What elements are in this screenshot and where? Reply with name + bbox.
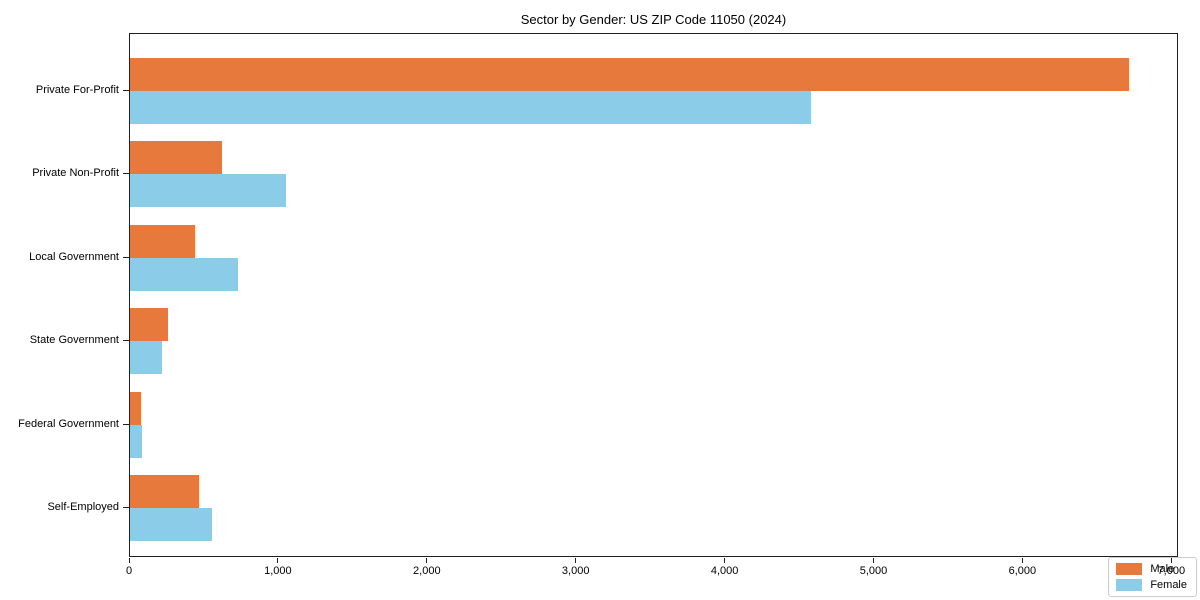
y-tick-label-federal-government: Federal Government [18,417,119,430]
y-tick-label-state-government: State Government [29,334,119,347]
x-tick-label-3: 3,000 [561,565,590,577]
x-tick-mark-4 [724,558,726,563]
chart-title: Sector by Gender: US ZIP Code 11050 (202… [520,12,787,27]
x-tick-mark-0 [128,558,130,563]
x-tick-mark-2 [426,558,428,563]
x-tick-label-2: 2,000 [413,565,441,577]
legend-label-male: Male [1150,563,1175,575]
legend-swatch-male [1116,563,1143,575]
y-tick-mark-federal-government [123,423,129,425]
bar-male-private-for-profit [130,58,1130,91]
x-tick-label-4: 4,000 [710,565,739,577]
x-tick-label-0: 0 [125,565,133,577]
x-tick-label-7: 7,000 [1157,565,1186,577]
bar-female-local-government [130,257,238,291]
y-tick-label-private-non-profit: Private Non-Profit [32,167,119,180]
bar-female-private-for-profit [130,91,811,124]
x-tick-label-6: 6,000 [1008,565,1037,577]
y-tick-mark-state-government [123,340,129,342]
legend-row-male: Male [1116,563,1187,575]
x-tick-label-1: 1,000 [264,565,292,577]
bar-female-private-non-profit [130,174,286,208]
legend-row-female: Female [1116,579,1187,591]
x-tick-mark-5 [873,558,874,563]
bar-male-private-non-profit [130,141,222,175]
y-tick-label-local-government: Local Government [29,250,119,263]
x-tick-mark-3 [575,558,577,563]
bar-female-self-employed [130,508,212,541]
y-tick-mark-self-employed [123,507,129,508]
x-tick-label-5: 5,000 [859,565,888,577]
x-tick-mark-6 [1021,558,1023,563]
x-tick-mark-1 [277,558,279,563]
y-tick-label-private-for-profit: Private For-Profit [35,84,119,96]
bar-male-local-government [130,224,195,258]
y-tick-mark-private-for-profit [123,90,129,91]
y-tick-mark-private-non-profit [123,173,129,175]
plot-area [129,33,1178,557]
bar-female-state-government [130,341,162,375]
y-tick-label-self-employed: Self-Employed [47,501,119,513]
x-tick-mark-7 [1170,558,1172,563]
legend: Male Female [1108,557,1197,597]
legend-swatch-female [1116,579,1143,591]
bar-male-federal-government [130,391,142,425]
bar-female-federal-government [130,424,142,458]
legend-label-female: Female [1150,579,1187,591]
y-tick-mark-local-government [123,256,129,258]
bar-male-state-government [130,308,168,342]
bar-male-self-employed [130,475,200,508]
